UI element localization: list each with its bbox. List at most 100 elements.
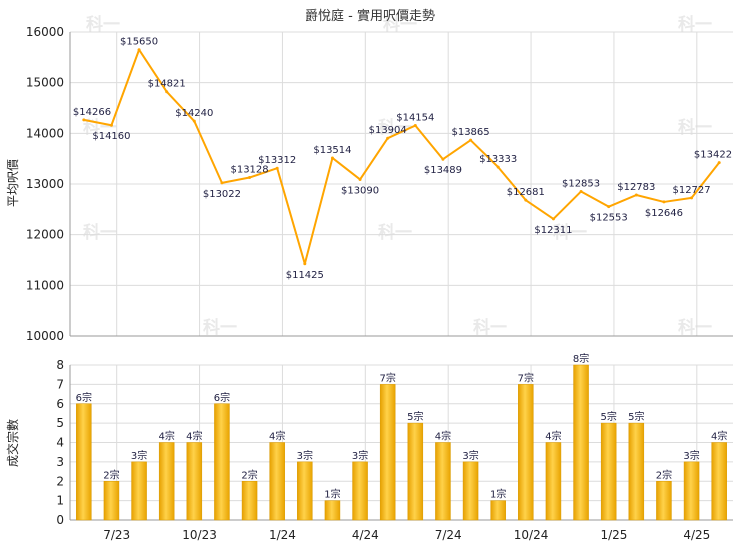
price-point — [551, 217, 555, 221]
volume-bar-label: 3宗 — [131, 449, 147, 462]
price-point — [717, 161, 721, 165]
volume-bar-label: 4宗 — [186, 430, 202, 443]
volume-bar-label: 5宗 — [407, 410, 423, 423]
price-y-tick-label: 12000 — [26, 228, 64, 242]
price-point — [330, 156, 334, 160]
volume-bar-label: 1宗 — [324, 488, 340, 501]
volume-x-tick-label: 7/24 — [435, 528, 462, 542]
volume-x-tick-label: 1/24 — [269, 528, 296, 542]
volume-x-tick-label: 4/25 — [683, 528, 710, 542]
volume-bar — [214, 403, 230, 521]
volume-bar — [324, 500, 341, 521]
volume-bar — [462, 461, 479, 521]
volume-x-tick-label: 4/24 — [352, 528, 379, 542]
price-point — [441, 157, 445, 161]
price-point — [275, 166, 279, 170]
price-point — [413, 124, 417, 128]
price-point — [137, 48, 141, 52]
volume-bars — [76, 364, 727, 521]
volume-bar-label: 2宗 — [656, 468, 672, 481]
price-point-label: $13312 — [258, 155, 296, 166]
price-y-tick-label: 11000 — [26, 278, 64, 292]
price-point-label: $11425 — [286, 270, 324, 281]
volume-bar-label: 7宗 — [518, 371, 534, 384]
price-point-label: $14154 — [396, 113, 434, 124]
volume-x-tick-label: 7/23 — [103, 528, 130, 542]
price-point — [220, 181, 224, 185]
volume-y-tick-label: 5 — [56, 416, 64, 430]
watermark-text: 科一 — [83, 222, 117, 243]
price-point — [607, 205, 611, 209]
price-point-labels: $14266 $14160 $15650 $14821 $14240 $13022 $131… — [73, 37, 732, 281]
volume-y-tick-label: 8 — [56, 358, 64, 372]
volume-x-tick-label: 10/23 — [182, 528, 217, 542]
volume-y-tick-label: 6 — [56, 397, 64, 411]
volume-bar — [241, 481, 258, 521]
volume-bar — [407, 422, 424, 521]
price-point-label: $12727 — [672, 185, 710, 196]
price-point-label: $12853 — [562, 178, 600, 189]
price-y-tick-label: 13000 — [26, 177, 64, 191]
price-point-label: $12783 — [617, 182, 655, 193]
volume-bar — [186, 442, 203, 521]
price-point-label: $13022 — [203, 189, 241, 200]
volume-bar — [628, 422, 645, 521]
price-y-tick-label: 16000 — [26, 25, 64, 39]
volume-bar — [490, 500, 506, 521]
price-point — [109, 123, 113, 127]
watermark-text: 科一 — [383, 14, 417, 35]
price-y-ticks: 10000 11000 12000 13000 14000 15000 16000 — [26, 25, 64, 343]
volume-bar — [76, 403, 92, 521]
price-line-series — [82, 48, 721, 266]
price-point-label: $13489 — [424, 165, 462, 176]
price-grid — [69, 31, 733, 337]
price-point — [579, 189, 583, 193]
price-point-label: $14821 — [148, 79, 186, 90]
watermark-text: 科一 — [678, 14, 712, 35]
volume-bar — [269, 442, 285, 521]
price-line — [83, 48, 720, 265]
volume-bar — [435, 442, 451, 521]
volume-bar — [518, 384, 534, 521]
volume-bar — [711, 442, 727, 521]
watermark-text: 科一 — [678, 117, 712, 138]
price-y-tick-label: 10000 — [26, 329, 64, 343]
volume-bar — [379, 384, 396, 521]
price-y-axis-label: 平均呎價 — [6, 159, 20, 207]
price-point-label: $13904 — [369, 125, 407, 136]
volume-bar-label: 6宗 — [76, 391, 92, 404]
volume-bar-label: 8宗 — [573, 352, 589, 365]
volume-x-tick-label: 10/24 — [514, 528, 549, 542]
volume-y-tick-label: 4 — [56, 436, 64, 450]
volume-bar-label: 4宗 — [159, 430, 175, 443]
volume-y-tick-label: 2 — [56, 474, 64, 488]
volume-x-tick-label: 1/25 — [600, 528, 627, 542]
price-point — [386, 136, 390, 140]
watermark-text: 科一 — [203, 317, 237, 338]
price-point — [524, 198, 528, 202]
price-panel: 10000 11000 12000 13000 14000 15000 16000 $142… — [26, 25, 733, 343]
price-point-label: $12311 — [534, 225, 572, 236]
volume-bar-label: 7宗 — [380, 371, 396, 384]
volume-bar-label: 4宗 — [269, 430, 285, 443]
watermark-text: 科一 — [473, 317, 507, 338]
watermark-text: 科一 — [86, 14, 120, 35]
price-y-tick-label: 15000 — [26, 76, 64, 90]
price-point — [469, 138, 473, 142]
price-point-label: $13514 — [313, 145, 351, 156]
price-point — [248, 176, 252, 180]
volume-y-axis-label: 成交宗數 — [5, 419, 20, 467]
volume-y-tick-label: 3 — [56, 455, 64, 469]
price-point — [690, 196, 694, 200]
watermark-text: 科一 — [378, 117, 412, 138]
volume-bar-label: 1宗 — [490, 488, 506, 501]
chart-title: 爵悅庭 - 實用呎價走勢 — [305, 8, 435, 24]
price-point-label: $14240 — [175, 108, 213, 119]
volume-bar — [600, 422, 617, 521]
volume-x-ticks: 7/23 10/23 1/24 4/24 7/24 10/24 1/25 4/25 — [103, 528, 710, 542]
volume-bar — [131, 461, 147, 521]
price-point-label: $13865 — [451, 127, 489, 138]
price-point — [82, 118, 86, 122]
